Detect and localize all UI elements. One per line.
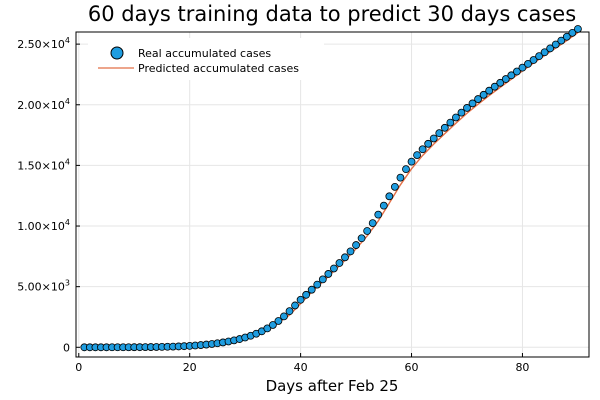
legend: Real accumulated cases Predicted accumul…: [88, 38, 324, 80]
data-point-real: [457, 108, 466, 117]
data-point-real: [540, 48, 549, 57]
y-tick-label: 2.00×104: [17, 97, 70, 112]
x-axis-label: Days after Feb 25: [266, 377, 399, 395]
data-point-real: [346, 247, 355, 256]
data-point-real: [307, 285, 316, 294]
data-point-real: [507, 71, 516, 80]
data-point-real: [396, 173, 405, 182]
y-tick-label: 1.00×104: [17, 218, 70, 233]
data-point-real: [451, 113, 460, 122]
data-point-real: [285, 307, 294, 316]
y-tick-label: 5.00×103: [17, 279, 70, 294]
legend-background: [88, 38, 324, 80]
data-point-real: [568, 28, 577, 37]
series-layer: [80, 25, 582, 352]
data-point-real: [280, 312, 288, 321]
legend-label-real: Real accumulated cases: [138, 47, 271, 60]
data-point-real: [302, 290, 311, 299]
y-tick-label: 1.50×104: [17, 157, 70, 172]
legend-marker-real: [110, 46, 124, 60]
data-point-real: [407, 157, 416, 166]
data-point-real: [546, 44, 555, 53]
data-point-real: [363, 227, 372, 235]
data-point-real: [474, 95, 482, 103]
data-point-real: [490, 82, 499, 91]
data-point-real: [485, 86, 494, 95]
data-point-real: [418, 145, 427, 154]
data-point-real: [468, 99, 477, 108]
data-point-real: [341, 253, 349, 262]
x-tick-label: 40: [294, 361, 308, 374]
data-point-real: [390, 182, 399, 191]
grid: [76, 32, 589, 357]
data-point-real: [551, 40, 560, 49]
data-point-real: [535, 52, 543, 61]
data-point-real: [446, 118, 455, 127]
data-point-real: [274, 317, 283, 325]
data-point-real: [562, 32, 571, 41]
y-tick-label: 2.50×104: [17, 36, 70, 51]
data-point-real: [313, 280, 322, 289]
data-point-real: [324, 270, 333, 278]
data-point-real: [424, 139, 433, 148]
chart-title: 60 days training data to predict 30 days…: [88, 2, 576, 26]
x-tick-label: 20: [183, 361, 197, 374]
data-point-real: [440, 123, 449, 132]
y-tick-label: 0: [63, 341, 70, 354]
data-point-real: [429, 134, 438, 143]
data-point-real: [513, 67, 521, 76]
data-point-real: [291, 301, 299, 310]
data-point-real: [402, 165, 410, 174]
legend-label-predicted: Predicted accumulated cases: [138, 62, 299, 75]
data-point-real: [574, 25, 582, 33]
y-axis-ticks: 0 5.00×103 1.00×104 1.50×104 2.00×104 2.50×10…: [17, 36, 80, 354]
x-tick-label: 60: [405, 361, 419, 374]
data-point-real: [296, 295, 305, 304]
x-tick-label: 80: [515, 361, 529, 374]
data-point-real: [479, 90, 488, 99]
data-point-real: [557, 36, 566, 45]
data-point-real: [529, 56, 538, 64]
data-point-real: [518, 63, 527, 72]
data-point-real: [463, 104, 471, 112]
data-point-real: [335, 259, 344, 267]
data-point-real: [435, 129, 444, 138]
data-point-real: [368, 219, 377, 228]
data-point-real: [263, 324, 272, 333]
data-point-real: [357, 234, 366, 243]
x-tick-label: 0: [75, 361, 82, 374]
x-axis-ticks: 0 20 40 60 80: [75, 353, 529, 374]
plot-frame: [75, 31, 590, 358]
data-point-real: [329, 264, 338, 273]
data-point-real: [318, 275, 327, 284]
data-point-real: [385, 192, 394, 201]
data-point-real: [268, 321, 277, 329]
data-point-real: [501, 75, 510, 83]
data-point-real: [524, 59, 532, 68]
data-point-real: [352, 241, 360, 249]
data-point-real: [379, 201, 388, 210]
data-point-real: [374, 210, 383, 219]
data-point-real: [413, 151, 421, 159]
data-point-real: [496, 78, 505, 87]
